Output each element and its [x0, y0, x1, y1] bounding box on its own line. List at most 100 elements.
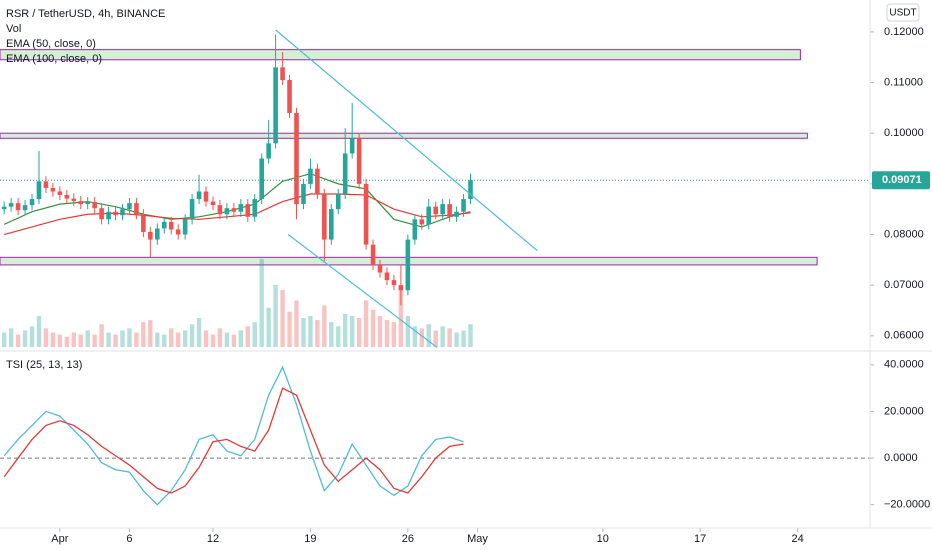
y-tick-label: 20.0000	[884, 405, 924, 417]
volume-bar	[391, 322, 397, 347]
candle-body	[78, 201, 84, 205]
candle-body	[440, 204, 445, 215]
candle-body	[141, 214, 146, 232]
volume-bar	[349, 315, 355, 347]
volume-bar	[43, 328, 49, 347]
volume-bar	[259, 259, 264, 347]
x-tick-label: 17	[694, 533, 706, 545]
candle-body	[182, 219, 188, 235]
volume-bar	[169, 328, 174, 347]
candle-body	[8, 203, 14, 207]
volume-bar	[113, 334, 118, 347]
candle-body	[71, 198, 77, 202]
volume-bar	[22, 330, 28, 347]
price-pane	[0, 29, 870, 348]
volume-bar	[356, 318, 362, 347]
y-tick-label: −20.0000	[884, 499, 930, 511]
x-tick-label: 24	[791, 533, 803, 545]
candle-body	[412, 219, 418, 240]
volume-bar	[155, 332, 160, 347]
volume-bar	[405, 315, 411, 347]
trend-line	[275, 29, 538, 252]
candle-body	[363, 183, 369, 245]
candle-body	[210, 201, 216, 206]
candle-body	[64, 195, 70, 199]
candle-body	[419, 219, 425, 225]
y-tick-label: 0.08000	[884, 228, 924, 240]
candle-body	[43, 181, 49, 188]
volume-bar	[127, 328, 132, 347]
candle-body	[454, 211, 459, 217]
candle-body	[461, 199, 466, 212]
currency[interactable]: USDT	[889, 8, 916, 19]
volume-bar	[280, 290, 285, 347]
candle-body	[405, 239, 411, 291]
candle-body	[161, 221, 167, 229]
candle-body	[245, 204, 251, 217]
volume-bar	[287, 311, 292, 347]
last-price-badge	[872, 171, 930, 190]
volume-bar	[238, 330, 244, 347]
volume-bar	[15, 334, 21, 347]
candle-body	[259, 158, 264, 200]
volume-bar	[162, 334, 167, 347]
currency-box[interactable]	[886, 3, 920, 22]
candle-body	[238, 204, 244, 212]
candle-body	[203, 191, 209, 202]
candle-body	[398, 285, 404, 291]
candle-body	[154, 228, 160, 240]
volume-bar	[29, 326, 35, 347]
tsi-pane	[0, 365, 870, 506]
trend-line	[287, 234, 438, 348]
last-price-label: 0.09071	[882, 174, 922, 186]
x-tick-label: 10	[597, 533, 609, 545]
candle-body	[252, 199, 258, 217]
tsi-title: TSI (25, 13, 13)	[6, 359, 82, 371]
volume-bar	[426, 324, 431, 347]
axes: 0.120000.110000.100000.090000.080000.070…	[51, 26, 930, 545]
candle-body	[217, 205, 223, 215]
volume-bar	[329, 322, 334, 347]
candle-body	[85, 202, 90, 205]
tsi-line	[3, 387, 464, 494]
candle-body	[168, 221, 174, 230]
volume-bar	[92, 334, 97, 347]
volume-bar	[273, 284, 278, 347]
volume-bar	[120, 330, 125, 347]
volume-bar	[182, 330, 188, 347]
x-tick-label: 19	[304, 533, 316, 545]
volume-bar	[440, 326, 445, 347]
x-tick-label: Apr	[51, 533, 68, 545]
y-tick-label: 0.12000	[884, 26, 924, 38]
volume-bar	[433, 330, 438, 347]
candle-body	[1, 206, 7, 210]
volume-bar	[71, 332, 76, 347]
volume-bar	[370, 309, 376, 347]
candle-body	[342, 153, 348, 194]
candle-body	[447, 204, 452, 217]
y-tick-label: 40.0000	[884, 359, 924, 371]
candle-body	[322, 193, 327, 240]
volume-bar	[231, 334, 237, 347]
volume-bar	[196, 318, 202, 347]
volume-bar	[134, 332, 139, 347]
candle-body	[92, 202, 97, 209]
candle-body	[127, 203, 132, 210]
volume-bar	[308, 315, 313, 347]
candle-body	[287, 80, 292, 113]
volume-bar	[252, 322, 257, 347]
candle-body	[50, 187, 56, 192]
candle-body	[370, 244, 376, 265]
candle-body	[433, 206, 438, 215]
tsi-line	[3, 365, 464, 506]
candle-body	[15, 203, 21, 211]
volume-bar	[224, 332, 230, 347]
volume-bar	[175, 332, 181, 347]
volume-bar	[315, 320, 320, 347]
volume-bar	[1, 332, 7, 347]
volume-bar	[85, 330, 90, 347]
candle-body	[29, 199, 35, 206]
volume-bar	[447, 328, 452, 347]
x-tick-label: May	[467, 533, 488, 545]
